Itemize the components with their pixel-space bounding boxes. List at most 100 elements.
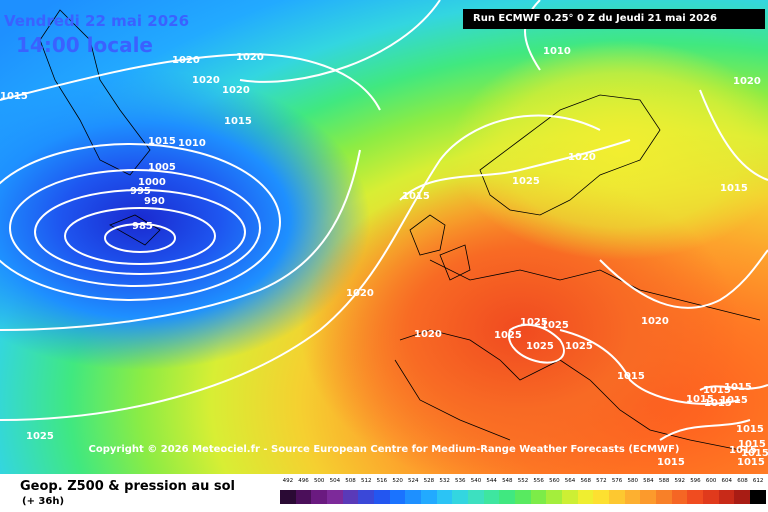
scale-label: 512: [360, 478, 372, 484]
scale-label: 612: [752, 478, 764, 484]
scale-swatch: [609, 490, 625, 504]
scale-swatch: [562, 490, 578, 504]
scale-label: 564: [564, 478, 576, 484]
isobar-label: 1015: [724, 382, 752, 393]
copyright-notice: Copyright © 2026 Meteociel.fr - Source E…: [88, 444, 680, 455]
scale-labels: 492 496 500 504 508 512 516 520 524 528 532 536 540 5…: [280, 478, 766, 488]
model-run-banner: Run ECMWF 0.25° 0 Z du Jeudi 21 mai 2026: [463, 9, 765, 29]
scale-swatch: [468, 490, 484, 504]
scale-swatch: [624, 490, 641, 504]
scale-swatch: [734, 490, 751, 504]
scale-swatch: [515, 490, 531, 504]
scale-label: 592: [674, 478, 686, 484]
isobar-label: 1020: [733, 76, 761, 87]
isobar-label: 990: [144, 196, 165, 207]
scale-label: 548: [502, 478, 513, 484]
isobar-label: 1015: [686, 394, 714, 405]
scale-label: 580: [627, 478, 638, 484]
isobar-label: 1015: [703, 385, 731, 396]
scale-label: 600: [705, 478, 717, 484]
isobar-label: 1025: [494, 330, 522, 341]
isobar-label: 1020: [172, 55, 200, 66]
isobar-label: 1025: [526, 341, 554, 352]
isobar-label: 1015: [617, 371, 645, 382]
isobar-label: 1005: [148, 162, 176, 173]
scale-swatch: [656, 490, 672, 504]
isobar-label: 1000: [138, 177, 166, 188]
map-title: Geop. Z500 & pression au sol: [20, 479, 235, 494]
scale-label: 588: [658, 478, 670, 484]
scale-swatch: [405, 490, 422, 504]
scale-swatch: [577, 490, 594, 504]
scale-label: 552: [517, 478, 529, 484]
scale-label: 596: [690, 478, 701, 484]
isobar-label: 1025: [565, 341, 593, 352]
scale-swatch: [640, 490, 657, 504]
scale-label: 604: [721, 478, 733, 484]
scale-label: 540: [470, 478, 482, 484]
scale-label: 532: [439, 478, 450, 484]
scale-swatch: [358, 490, 375, 504]
forecast-date: Vendredi 22 mai 2026: [4, 12, 190, 30]
isobar-label: 1025: [26, 431, 54, 442]
footer-legend: Geop. Z500 & pression au sol (+ 36h) 492…: [0, 474, 768, 512]
scale-swatch: [687, 490, 704, 504]
scale-swatch: [483, 490, 500, 504]
scale-swatch: [703, 490, 719, 504]
scale-label: 496: [298, 478, 309, 484]
isobar-label: 1015: [224, 116, 252, 127]
isobar-label: 1025: [512, 176, 540, 187]
isobar-label: 1020: [236, 52, 264, 63]
scale-swatch: [295, 490, 312, 504]
scale-swatches: [280, 490, 766, 504]
scale-label: 544: [486, 478, 497, 484]
isobar-label: 1015: [729, 445, 757, 456]
isobar-label: 1010: [178, 138, 206, 149]
isobar-label: 1015: [148, 136, 176, 147]
scale-label: 560: [549, 478, 560, 484]
isobar-label: 1015: [720, 395, 748, 406]
scale-label: 524: [408, 478, 419, 484]
isobars: [0, 0, 768, 440]
scale-swatch: [718, 490, 735, 504]
scale-label: 584: [643, 478, 654, 484]
scale-label: 504: [329, 478, 341, 484]
forecast-lead-time: (+ 36h): [22, 496, 65, 507]
scale-swatch: [436, 490, 453, 504]
scale-swatch: [421, 490, 437, 504]
scale-label: 576: [611, 478, 623, 484]
scale-swatch: [311, 490, 328, 504]
isobar-label: 1020: [568, 152, 596, 163]
scale-label: 508: [345, 478, 356, 484]
isobar-label: 985: [132, 221, 153, 232]
isobar-label: 1025: [520, 317, 548, 328]
scale-swatch: [671, 490, 688, 504]
isobar-label: 1025: [541, 320, 569, 331]
scale-label: 536: [455, 478, 466, 484]
isobar-label: 1015: [737, 457, 765, 468]
scale-label: 608: [737, 478, 748, 484]
scale-label: 572: [596, 478, 607, 484]
isobar-label: 1015: [738, 439, 766, 450]
scale-swatch: [750, 490, 766, 504]
isobar-label: 1015: [402, 191, 430, 202]
scale-swatch: [499, 490, 516, 504]
isobar-label: 1015: [736, 424, 764, 435]
isobar-label: 1020: [641, 316, 669, 327]
scale-label: 520: [392, 478, 403, 484]
scale-swatch: [280, 490, 296, 504]
forecast-time: 14:00 locale: [16, 33, 153, 57]
color-scale: 492 496 500 504 508 512 516 520 524 528 532 536 540 5…: [280, 478, 766, 504]
isobar-label: 1010: [543, 46, 571, 57]
scale-swatch: [342, 490, 359, 504]
isobar-label: 1020: [222, 85, 250, 96]
isobar-label: 1020: [192, 75, 220, 86]
scale-label: 568: [580, 478, 591, 484]
scale-swatch: [327, 490, 343, 504]
scale-swatch: [389, 490, 406, 504]
scale-label: 556: [533, 478, 544, 484]
isobar-label: 1015: [657, 457, 685, 468]
scale-swatch: [452, 490, 469, 504]
